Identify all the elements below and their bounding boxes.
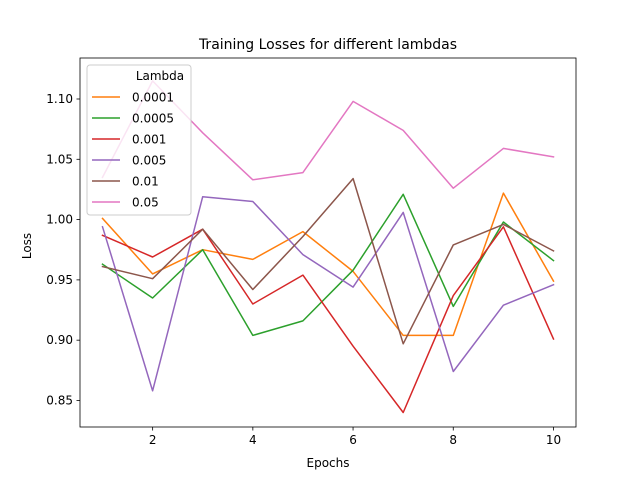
legend-label-0: 0.0001 xyxy=(132,91,174,105)
series-line-4 xyxy=(101,177,555,345)
plot-frame xyxy=(79,57,577,428)
y-tick-label-2: 0.95 xyxy=(46,273,73,287)
x-axis-title: Epochs xyxy=(307,456,350,470)
legend-title: Lambda xyxy=(136,69,184,83)
y-tick-label-5: 1.10 xyxy=(46,92,73,106)
legend-box xyxy=(86,64,192,216)
legend-label-5: 0.05 xyxy=(132,196,159,210)
x-tick-label-0: 2 xyxy=(149,433,157,447)
series-layer xyxy=(101,80,555,414)
x-axis: 2 4 6 8 10 xyxy=(149,427,561,447)
y-axis: 0.85 0.90 0.95 1.00 1.05 1.10 xyxy=(46,92,80,407)
legend-label-1: 0.0005 xyxy=(132,112,174,126)
y-axis-title: Loss xyxy=(20,233,34,259)
x-tick-label-3: 8 xyxy=(449,433,457,447)
y-tick-label-0: 0.85 xyxy=(46,393,73,407)
legend-label-4: 0.01 xyxy=(132,175,159,189)
x-tick-label-1: 4 xyxy=(249,433,257,447)
x-tick-label-2: 6 xyxy=(349,433,357,447)
legend-label-3: 0.005 xyxy=(132,154,166,168)
axes-frame xyxy=(79,57,577,428)
series-line-3 xyxy=(101,195,555,392)
legend-label-2: 0.001 xyxy=(132,133,166,147)
y-tick-label-4: 1.05 xyxy=(46,152,73,166)
y-tick-label-1: 0.90 xyxy=(46,333,73,347)
series-line-2 xyxy=(101,226,555,414)
y-tick-label-3: 1.00 xyxy=(46,213,73,227)
x-tick-label-4: 10 xyxy=(546,433,561,447)
series-line-1 xyxy=(101,193,555,337)
legend: Lambda 0.0001 0.0005 0.001 0.005 0.01 0.05 xyxy=(86,64,192,216)
chart-title: Training Losses for different lambdas xyxy=(198,37,457,53)
